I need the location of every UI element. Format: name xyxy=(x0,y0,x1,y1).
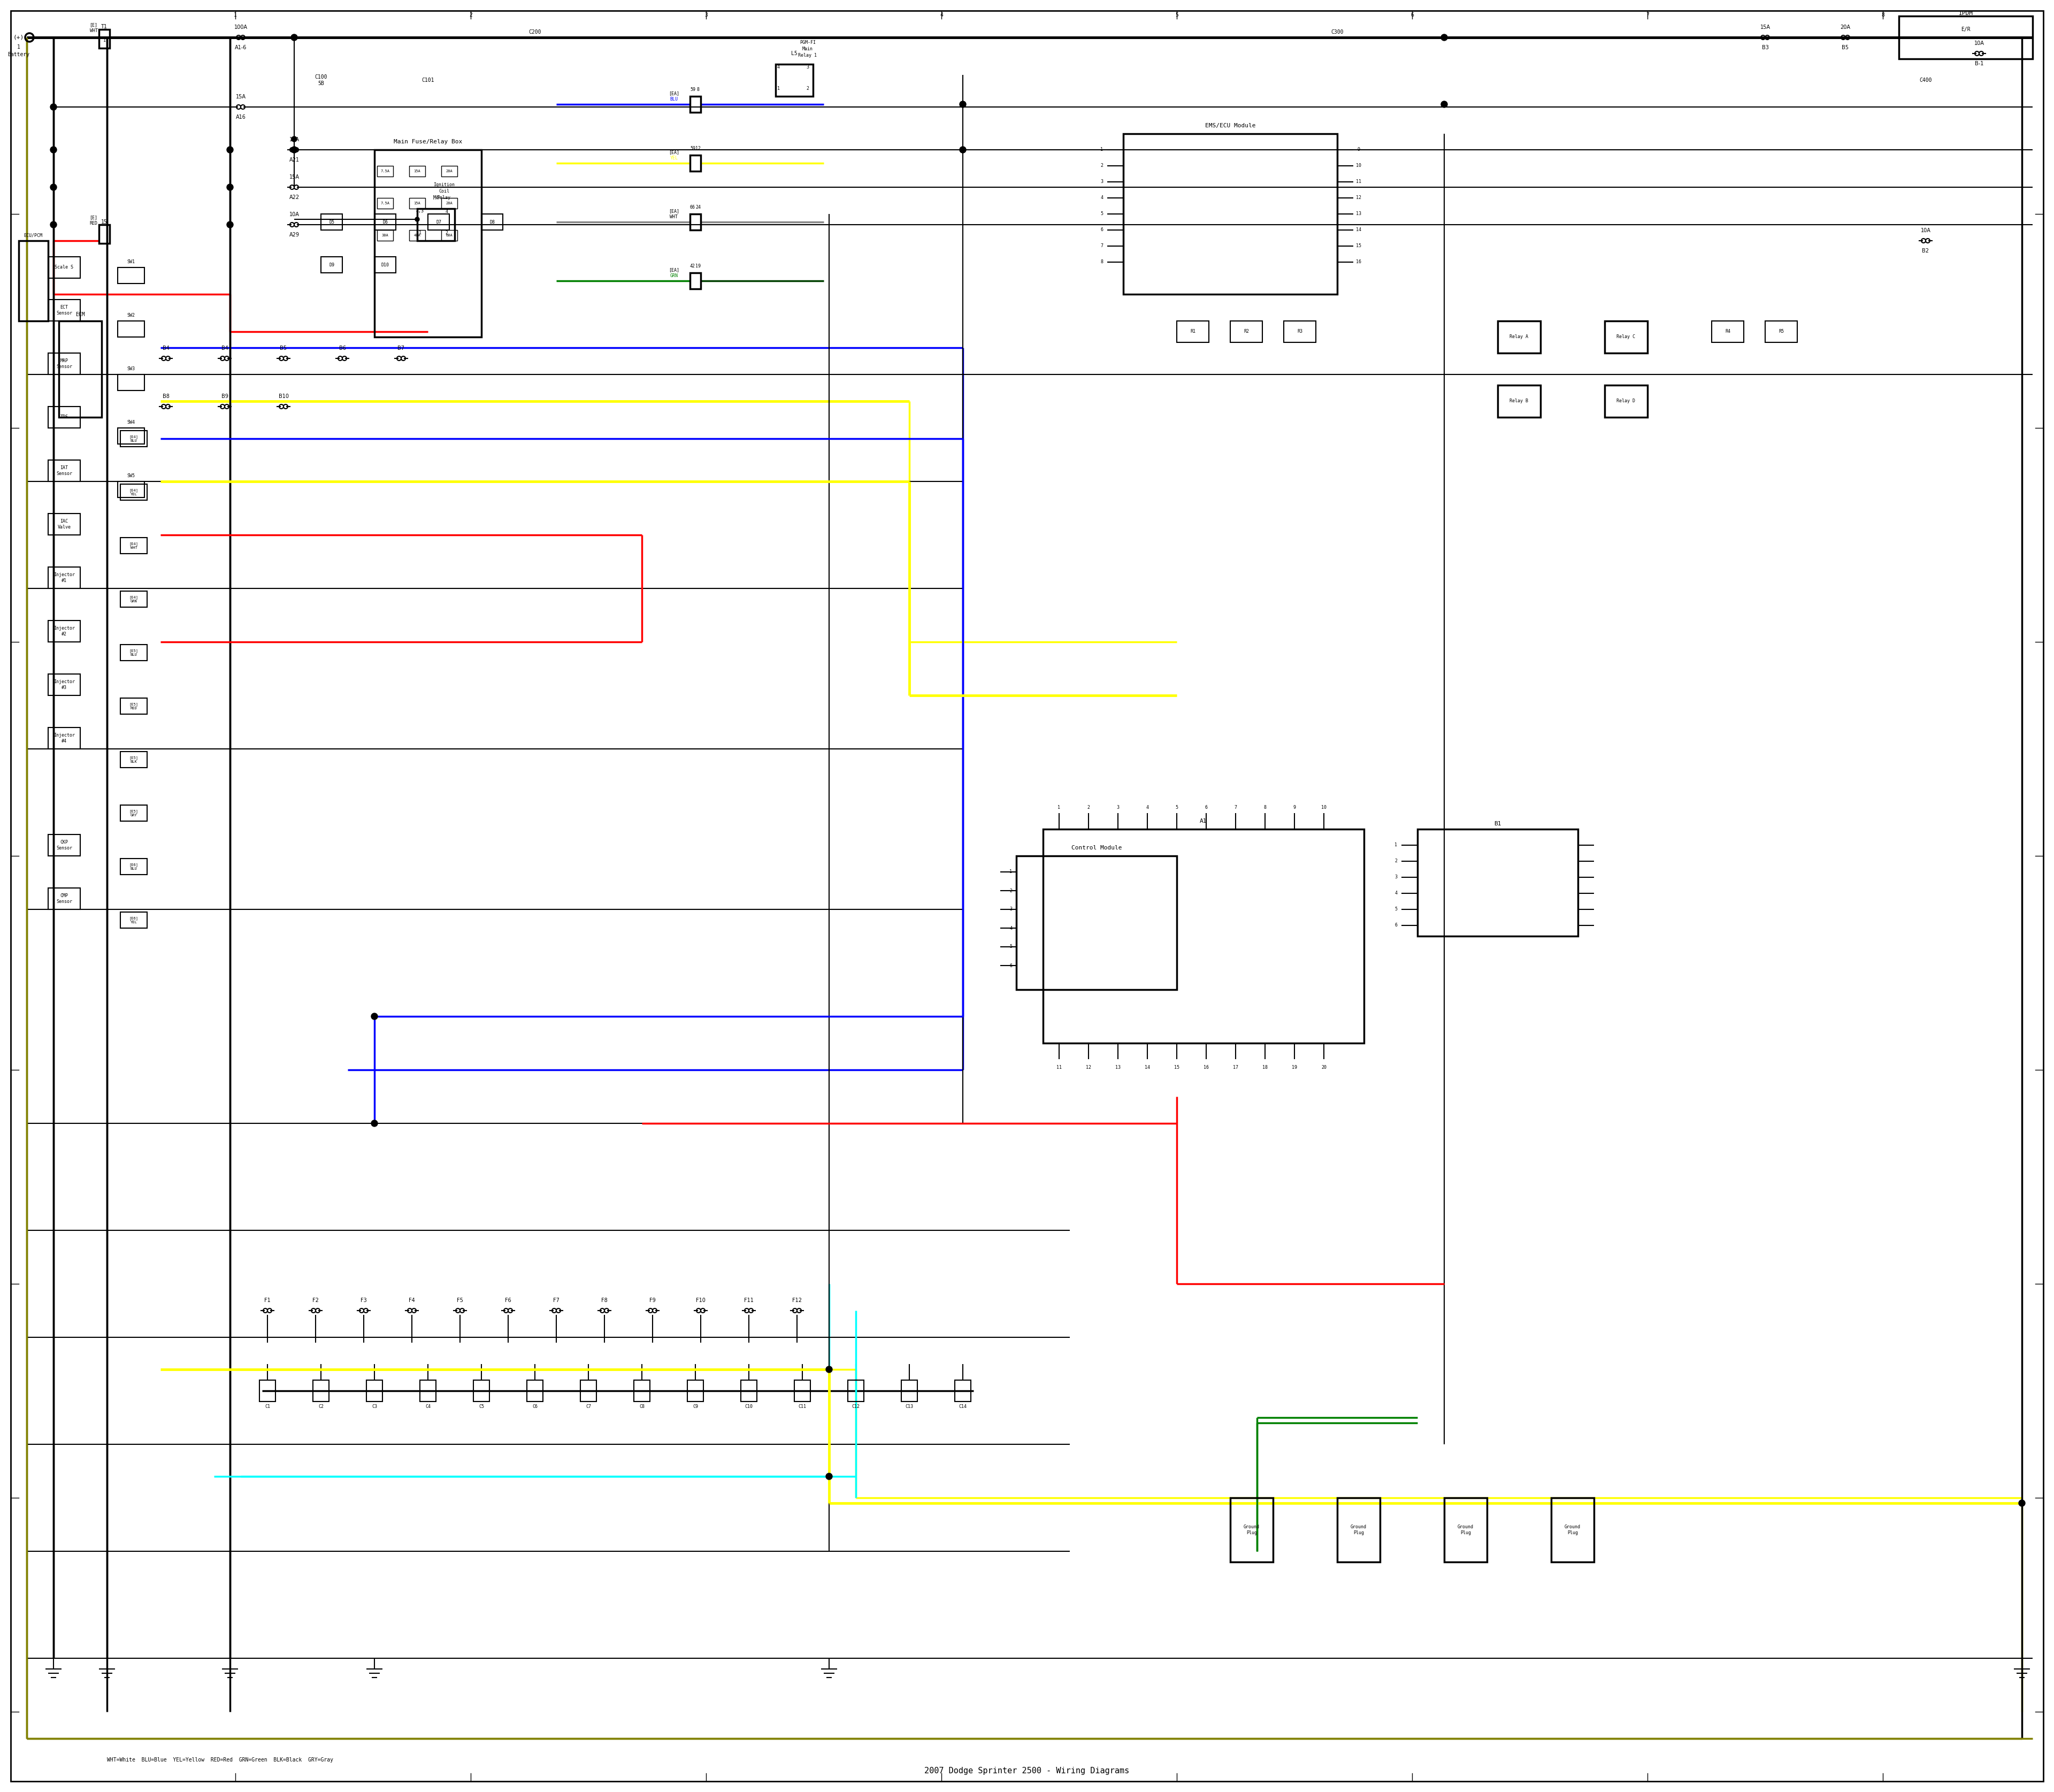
Circle shape xyxy=(372,1012,378,1020)
Circle shape xyxy=(226,222,234,228)
Text: 18: 18 xyxy=(1263,1064,1267,1070)
Text: [E5]
RED: [E5] RED xyxy=(129,702,138,710)
Bar xyxy=(47,353,80,375)
Text: (+): (+) xyxy=(12,34,25,39)
Text: B-1: B-1 xyxy=(1974,61,1984,66)
Text: [EA]: [EA] xyxy=(670,267,680,272)
Text: 11: 11 xyxy=(1056,1064,1062,1070)
Text: Relay A: Relay A xyxy=(1510,335,1528,339)
Bar xyxy=(442,229,458,240)
Bar xyxy=(121,699,148,715)
Text: Ground
Plug: Ground Plug xyxy=(1352,1525,1366,1536)
Text: 2: 2 xyxy=(446,231,448,235)
Text: L5: L5 xyxy=(791,50,797,56)
Text: Battery: Battery xyxy=(8,52,29,57)
Text: [E5]
BLK: [E5] BLK xyxy=(129,756,138,763)
Text: A16: A16 xyxy=(236,115,246,120)
Bar xyxy=(121,858,148,874)
Bar xyxy=(690,97,700,113)
Text: Relay B: Relay B xyxy=(1510,400,1528,403)
Text: C3: C3 xyxy=(372,1405,378,1409)
Text: 10: 10 xyxy=(1321,805,1327,810)
Text: F12: F12 xyxy=(793,1297,801,1303)
Text: F11: F11 xyxy=(744,1297,754,1303)
Text: 8: 8 xyxy=(696,88,698,91)
Text: C13: C13 xyxy=(906,1405,914,1409)
Text: YEL: YEL xyxy=(670,156,678,161)
Bar xyxy=(47,620,80,642)
Text: 15A: 15A xyxy=(413,170,421,172)
Text: Ignition: Ignition xyxy=(433,183,454,186)
Text: Relay D: Relay D xyxy=(1616,400,1635,403)
Text: 12: 12 xyxy=(1356,195,1362,201)
Text: WHT: WHT xyxy=(670,215,678,220)
Text: 66: 66 xyxy=(690,204,696,210)
Text: Ground
Plug: Ground Plug xyxy=(1458,1525,1473,1536)
Text: Scale S: Scale S xyxy=(55,265,74,271)
Bar xyxy=(366,1380,382,1401)
Bar xyxy=(1711,321,1744,342)
Bar xyxy=(409,197,425,208)
Bar xyxy=(472,1380,489,1401)
Text: SW1: SW1 xyxy=(127,260,136,265)
Text: 13: 13 xyxy=(1115,1064,1121,1070)
Text: [E4]
GRN: [E4] GRN xyxy=(129,595,138,602)
Text: C14: C14 xyxy=(959,1405,967,1409)
Bar xyxy=(1230,321,1263,342)
Text: [EA]: [EA] xyxy=(670,210,680,213)
Text: D6: D6 xyxy=(382,220,388,224)
Text: ECT
Sensor: ECT Sensor xyxy=(55,305,72,315)
Text: F5: F5 xyxy=(456,1297,464,1303)
Bar xyxy=(47,461,80,482)
Text: Injector
#1: Injector #1 xyxy=(53,572,74,582)
Text: 7: 7 xyxy=(1645,13,1649,18)
Bar xyxy=(121,591,148,607)
Text: WHT: WHT xyxy=(90,29,99,34)
Bar xyxy=(848,1380,865,1401)
Bar xyxy=(47,566,80,588)
Circle shape xyxy=(415,217,419,222)
Text: 59: 59 xyxy=(690,88,696,91)
Text: F1: F1 xyxy=(265,1297,271,1303)
Bar xyxy=(121,430,148,446)
Text: A21: A21 xyxy=(290,158,300,163)
Text: 12: 12 xyxy=(1087,1064,1091,1070)
Text: 9: 9 xyxy=(1294,805,1296,810)
Text: 20A: 20A xyxy=(1840,25,1851,30)
Text: 3: 3 xyxy=(1117,805,1119,810)
Text: Relay 1: Relay 1 xyxy=(799,54,817,57)
Text: B9: B9 xyxy=(222,394,228,400)
Text: 7: 7 xyxy=(1234,805,1237,810)
Text: C10: C10 xyxy=(746,1405,754,1409)
Text: F8: F8 xyxy=(602,1297,608,1303)
Text: B10: B10 xyxy=(279,394,288,400)
Text: 3: 3 xyxy=(807,65,809,70)
Text: 15A: 15A xyxy=(1760,25,1771,30)
Bar xyxy=(121,645,148,661)
Text: 4: 4 xyxy=(776,65,781,70)
Text: R2: R2 xyxy=(1243,330,1249,333)
Text: 2: 2 xyxy=(1395,858,1397,864)
Text: 12: 12 xyxy=(696,147,700,151)
Text: R3: R3 xyxy=(1298,330,1302,333)
Bar xyxy=(121,805,148,821)
Text: A29: A29 xyxy=(290,233,300,238)
Bar xyxy=(47,407,80,428)
Text: F7: F7 xyxy=(553,1297,559,1303)
Text: F6: F6 xyxy=(505,1297,511,1303)
Bar xyxy=(18,240,47,321)
Text: C9: C9 xyxy=(692,1405,698,1409)
Text: 6: 6 xyxy=(1206,805,1208,810)
Text: B4: B4 xyxy=(222,346,228,351)
Text: 5: 5 xyxy=(1175,13,1179,18)
Bar xyxy=(1017,857,1177,989)
Bar xyxy=(1230,1498,1273,1563)
Circle shape xyxy=(226,147,234,152)
Text: C2: C2 xyxy=(318,1405,325,1409)
Text: 6: 6 xyxy=(1411,13,1413,18)
Text: EMS/ECU Module: EMS/ECU Module xyxy=(1206,124,1255,129)
Text: 5: 5 xyxy=(1101,211,1103,217)
Text: 4: 4 xyxy=(1395,891,1397,896)
Text: F10: F10 xyxy=(696,1297,705,1303)
Text: B4: B4 xyxy=(162,346,168,351)
